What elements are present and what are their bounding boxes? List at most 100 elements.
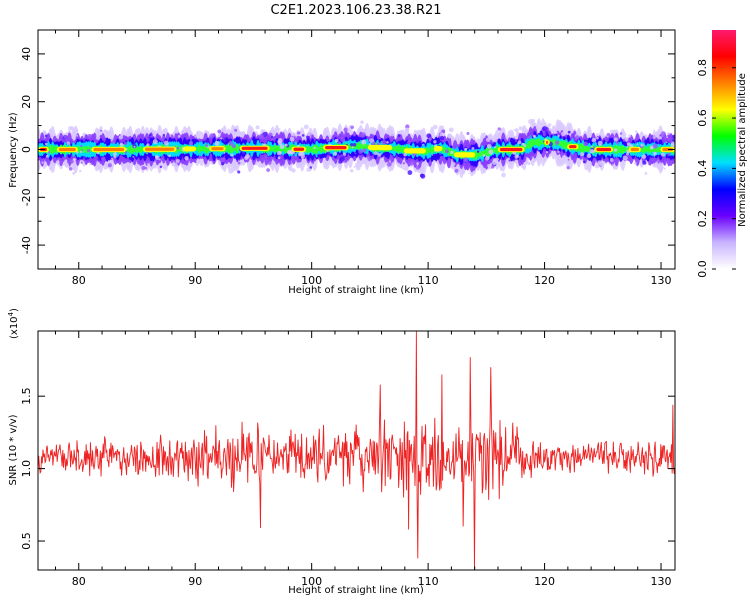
spectrogram-cell [309, 147, 312, 152]
spectrogram-speckle [579, 152, 584, 157]
spectrogram-speckle [652, 135, 656, 139]
snr-xtick-label: 100 [301, 575, 322, 588]
spectrogram-speckle [476, 150, 480, 153]
spectrogram-speckle [667, 132, 670, 136]
spectrogram-speckle [609, 157, 614, 162]
spectrogram-speckle [426, 133, 432, 139]
spectrogram-speckle [532, 119, 536, 122]
spectrogram-speckle [616, 141, 620, 145]
spectrogram-axes: 80 90 100 110 120 130 -40 -20 0 20 40 [20, 29, 675, 287]
spectrogram-speckle [205, 144, 209, 148]
spectrogram-cell [363, 143, 367, 150]
spectrogram-cell [485, 147, 488, 158]
spectrogram-speckle [670, 143, 675, 148]
spectrogram-speckle [663, 167, 666, 170]
spectrogram-speckle [258, 134, 264, 139]
spectrogram-speckle [621, 132, 627, 138]
spectrogram-cell [646, 146, 650, 153]
spectrogram-speckle [362, 148, 367, 153]
spectrogram-speckle [467, 172, 470, 175]
spectrogram-speckle [491, 165, 495, 169]
spectrogram-speckle [38, 132, 41, 137]
colorbar-tick-label: 0.0 [696, 260, 709, 278]
spectrogram-speckle [334, 138, 339, 143]
spectrogram-speckle [666, 136, 669, 139]
spectrogram-speckle [667, 138, 673, 143]
spectrogram-speckle [276, 151, 282, 156]
spectrogram-speckle [68, 167, 73, 171]
spectrogram-speckle [488, 149, 494, 155]
spectrogram-speckle [653, 151, 657, 156]
spectrogram-cell [585, 145, 589, 153]
spectrogram-speckle [326, 151, 331, 156]
spectrogram-speckle [644, 172, 648, 175]
spectrogram-speckle [123, 141, 128, 145]
spectrogram-speckle [223, 137, 228, 142]
spectrogram-speckle [159, 165, 163, 169]
spectrogram-speckle [547, 123, 552, 127]
spectrogram-hot-yellow [454, 152, 476, 158]
spectrogram-speckle [313, 146, 316, 150]
spectrogram-cell [531, 138, 535, 147]
spectrogram-speckle [503, 138, 507, 142]
spectrogram-speckle [284, 143, 288, 147]
spectrogram-speckle [194, 134, 198, 138]
spectrogram-speckle [309, 162, 313, 167]
spectrogram-speckle [428, 137, 432, 141]
spectrogram-speckle [493, 158, 497, 161]
spectrogram-speckle [381, 139, 387, 145]
spectrogram-cell [139, 145, 143, 154]
spectrogram-speckle [583, 141, 589, 147]
spectrogram-cell [493, 147, 497, 153]
spectrogram-speckle [592, 149, 596, 153]
spectrogram-speckle [350, 169, 354, 173]
spectrogram-cell [426, 146, 430, 155]
snr-line [38, 331, 675, 570]
spectrogram-speckle [513, 128, 516, 131]
spectrogram-panel: 80 90 100 110 120 130 -40 -20 0 20 40 Frequency (H… [8, 29, 676, 296]
spectrogram-speckle [244, 155, 249, 160]
spectrogram-speckle [303, 124, 309, 130]
spectrogram-speckle [416, 162, 420, 165]
spectrogram-speckle [424, 138, 427, 141]
spectrogram-speckle [87, 134, 93, 139]
spectrogram-speckle [133, 145, 136, 148]
spectrogram-speckle [545, 130, 549, 135]
spectrogram-speckle [302, 131, 305, 133]
spectrogram-speckle [590, 145, 593, 148]
spectrogram-speckle [518, 126, 523, 131]
spectrogram-cell [476, 151, 480, 158]
spectrogram-speckle [170, 134, 174, 138]
spectrogram-speckle [636, 143, 639, 146]
spectrogram-speckle [397, 133, 401, 137]
snr-xtick-label: 80 [72, 575, 86, 588]
spectrogram-speckle [168, 154, 171, 158]
spectrogram-hot-red [293, 147, 305, 151]
spectrogram-speckle [148, 133, 152, 137]
spectrogram-cell [202, 146, 205, 152]
spectrogram-speckle [355, 162, 360, 168]
spectrogram-speckle [665, 141, 668, 144]
spectrogram-xlabel: Height of straight line (km) [288, 285, 424, 296]
spectrogram-speckle [48, 151, 51, 154]
spectrogram-speckle [485, 156, 490, 161]
spectrogram-speckle [343, 127, 348, 132]
spectrogram-speckle [415, 165, 420, 170]
spectrogram-cell [227, 143, 231, 154]
spectrogram-speckle [196, 130, 202, 136]
spectrogram-speckle [361, 139, 367, 145]
spectrogram-speckle [377, 152, 382, 157]
spectrogram-speckle [309, 166, 313, 169]
spectrogram-speckle [561, 131, 566, 137]
spectrogram-speckle [220, 137, 223, 140]
spectrogram-speckle [527, 161, 531, 166]
spectrogram-speckle [597, 160, 602, 165]
spectrogram-speckle [492, 160, 497, 166]
spectrogram-cell [562, 139, 566, 150]
snr-series [38, 331, 675, 570]
spectrogram-speckle [79, 169, 82, 173]
spectrogram-speckle [594, 163, 600, 169]
snr-ytick-label: 1.5 [20, 387, 33, 405]
spectrogram-speckle [297, 144, 300, 148]
